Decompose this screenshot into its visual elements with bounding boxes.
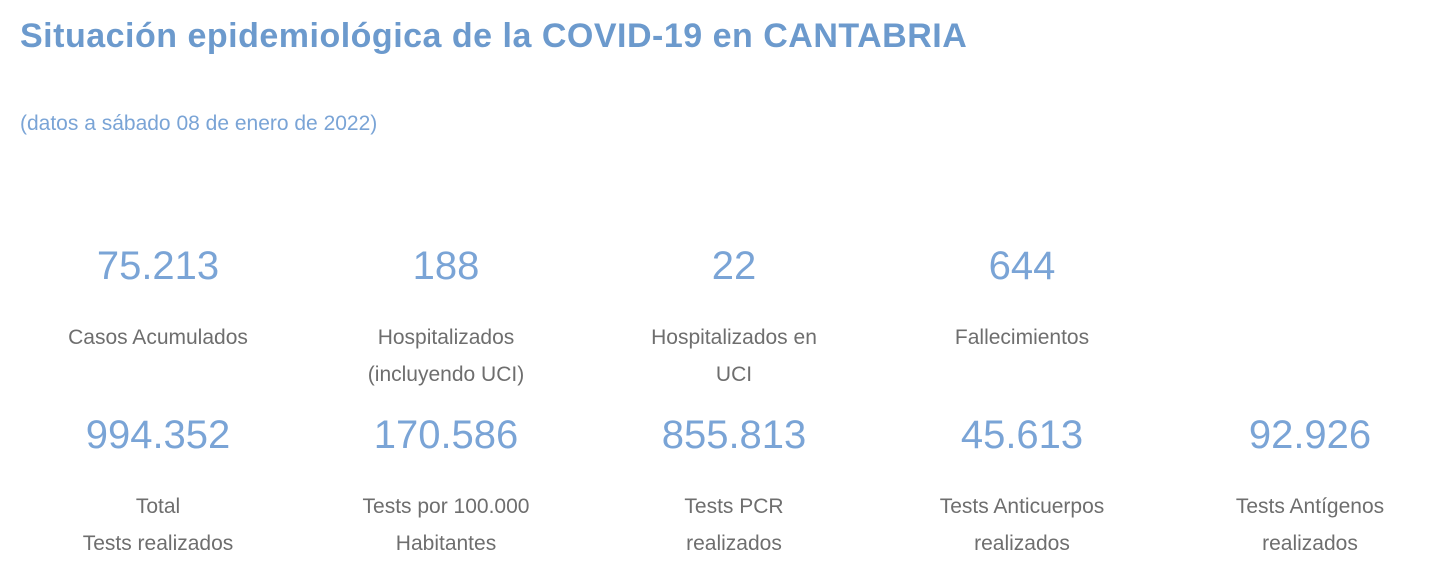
stat-label-line1: Tests Anticuerpos	[939, 495, 1105, 518]
stat-label-line1: Casos Acumulados	[68, 326, 248, 349]
stat-label: Tests Anticuerpos realizados	[878, 488, 1166, 562]
stat-value: 188	[412, 244, 480, 288]
stat-fallecimientos: 644 Fallecimientos	[878, 246, 1166, 393]
stat-label: Tests por 100.000 Habitantes	[302, 488, 590, 562]
stat-tests-por-100000: 170.586 Tests por 100.000 Habitantes	[302, 415, 590, 562]
stat-label-line1: Tests PCR	[684, 495, 784, 518]
stat-label-line2: Habitantes	[395, 532, 497, 555]
stat-label-line2: realizados	[974, 532, 1070, 555]
stat-value: 92.926	[1248, 413, 1372, 457]
stat-label-line2: UCI	[715, 363, 753, 386]
stat-label: Tests PCR realizados	[590, 488, 878, 562]
stats-grid: 75.213 Casos Acumulados 188 Hospitalizad…	[0, 246, 1432, 562]
stat-label-line1: Hospitalizados en	[651, 326, 817, 349]
stat-value: 45.613	[960, 413, 1084, 457]
page-title: Situación epidemiológica de la COVID-19 …	[20, 17, 968, 55]
stat-value: 644	[988, 244, 1056, 288]
stat-value: 855.813	[661, 413, 807, 457]
stat-label: Tests Antígenos realizados	[1166, 488, 1432, 562]
stat-value: 22	[711, 244, 757, 288]
stat-label: Hospitalizados en UCI	[590, 319, 878, 393]
stat-tests-antigenos: 92.926 Tests Antígenos realizados	[1166, 415, 1432, 562]
stat-value: 170.586	[373, 413, 519, 457]
stat-tests-anticuerpos: 45.613 Tests Anticuerpos realizados	[878, 415, 1166, 562]
data-date-subtitle: (datos a sábado 08 de enero de 2022)	[20, 112, 378, 135]
stat-tests-pcr: 855.813 Tests PCR realizados	[590, 415, 878, 562]
stat-label-line1: Tests Antígenos	[1235, 495, 1385, 518]
stat-label-line2: Tests realizados	[82, 532, 234, 555]
dashboard-header: Situación epidemiológica de la COVID-19 …	[0, 0, 1432, 138]
stat-value: 994.352	[85, 413, 231, 457]
stat-label-line1: Fallecimientos	[954, 326, 1090, 349]
stat-label: Total Tests realizados	[14, 488, 302, 562]
stat-hospitalizados: 188 Hospitalizados (incluyendo UCI)	[302, 246, 590, 393]
stat-label-line2: realizados	[1262, 532, 1358, 555]
stat-label: Hospitalizados (incluyendo UCI)	[302, 319, 590, 393]
stat-casos-acumulados: 75.213 Casos Acumulados	[14, 246, 302, 393]
stat-label: Casos Acumulados	[14, 319, 302, 356]
stat-hospitalizados-uci: 22 Hospitalizados en UCI	[590, 246, 878, 393]
stat-label-line1: Hospitalizados	[377, 326, 515, 349]
stat-label-line1: Total	[135, 495, 181, 518]
stat-label: Fallecimientos	[878, 319, 1166, 356]
stat-empty-cell	[1166, 246, 1432, 393]
stat-label-line2: realizados	[686, 532, 782, 555]
stat-total-tests: 994.352 Total Tests realizados	[14, 415, 302, 562]
stat-label-line2: (incluyendo UCI)	[367, 363, 525, 386]
stat-value: 75.213	[96, 244, 220, 288]
stat-label-line1: Tests por 100.000	[362, 495, 530, 518]
